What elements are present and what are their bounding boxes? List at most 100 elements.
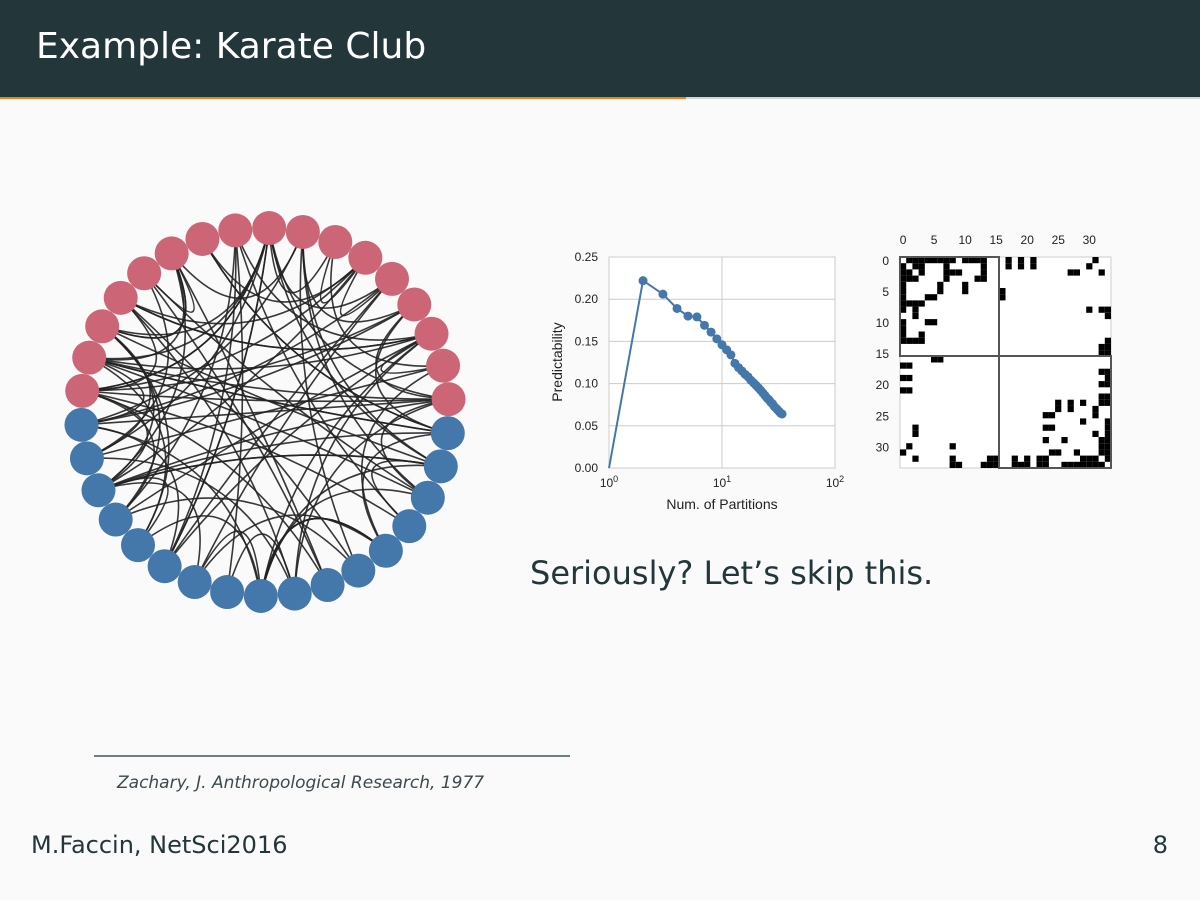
network-nodes — [64, 211, 466, 613]
matrix-cell — [1011, 461, 1018, 469]
matrix-cell — [1086, 263, 1093, 270]
footer-author: M.Faccin, NetSci2016 — [31, 831, 288, 859]
network-edge — [339, 257, 393, 317]
matrix-cell — [1080, 399, 1087, 406]
header-progress-bar — [0, 97, 686, 99]
network-edges — [81, 227, 449, 597]
network-edge — [143, 272, 429, 499]
network-edge — [89, 332, 432, 370]
matrix-x-tick-label: 20 — [1021, 233, 1035, 247]
matrix-cell — [1092, 430, 1099, 438]
chart-y-tick-label: 0.00 — [575, 461, 599, 475]
network-node-red — [127, 256, 162, 291]
matrix-cell — [1104, 343, 1112, 351]
matrix-cell — [1036, 455, 1043, 462]
matrix-cell — [980, 257, 987, 264]
slide-subtitle: Seriously? Let’s skip this. — [530, 554, 934, 592]
chart-y-tick-labels: 0.00 0.05 0.10 0.15 0.20 0.25 — [575, 250, 599, 475]
chart-point — [672, 303, 682, 313]
matrix-y-tick-label: 10 — [876, 316, 890, 330]
matrix-x-tick-label: 15 — [990, 233, 1004, 247]
chart-y-tick-label: 0.20 — [575, 292, 599, 306]
matrix-cell — [900, 275, 907, 282]
matrix-cell — [906, 300, 913, 307]
matrix-cell — [1098, 461, 1105, 469]
matrix-cell — [931, 356, 938, 363]
network-edge — [299, 231, 360, 571]
network-edge — [268, 227, 449, 400]
network-node-blue — [81, 473, 116, 508]
matrix-cell — [986, 461, 994, 469]
footnote-divider — [94, 755, 570, 757]
network-edge — [89, 356, 449, 400]
matrix-cell — [1055, 405, 1062, 413]
matrix-cell — [1092, 257, 1099, 264]
matrix-cell — [962, 288, 969, 295]
matrix-cell — [912, 300, 919, 307]
chart-y-tick-label: 0.15 — [575, 334, 599, 348]
matrix-cell — [974, 275, 981, 282]
matrix-cell — [912, 455, 919, 462]
network-node-red — [65, 373, 100, 408]
network-edge — [260, 517, 387, 597]
matrix-cell — [1104, 443, 1112, 450]
matrix-cell — [1098, 306, 1105, 313]
matrix-cell — [937, 257, 944, 264]
matrix-y-tick-label: 25 — [876, 409, 890, 423]
matrix-cell — [1104, 455, 1112, 462]
network-node-blue — [277, 576, 312, 611]
matrix-cell — [1067, 399, 1074, 406]
matrix-cell — [900, 281, 907, 289]
network-node-red — [348, 240, 383, 275]
chart-point — [726, 350, 736, 360]
network-edge — [193, 530, 262, 597]
matrix-cell — [918, 300, 925, 307]
network-edge — [360, 364, 444, 552]
matrix-cell — [1005, 263, 1012, 270]
matrix-cell — [900, 325, 907, 332]
matrix-cell — [1086, 455, 1093, 462]
matrix-y-tick-label: 30 — [876, 440, 890, 454]
network-node-blue — [98, 502, 133, 537]
matrix-y-tick-label: 20 — [876, 378, 890, 392]
network-edge — [137, 515, 262, 597]
matrix-cell — [1104, 374, 1112, 382]
matrix-cell — [943, 263, 950, 270]
matrix-cell — [943, 275, 950, 282]
chart-points — [638, 276, 787, 419]
matrix-cell — [1036, 461, 1043, 469]
network-node-blue — [341, 553, 376, 588]
matrix-cell — [949, 461, 956, 469]
network-node-red — [218, 213, 253, 248]
matrix-cell — [906, 337, 913, 344]
matrix-x-tick-label: 5 — [931, 233, 938, 247]
matrix-cell — [900, 362, 907, 369]
network-node-red — [85, 309, 120, 344]
matrix-x-tick-label: 10 — [958, 233, 972, 247]
matrix-cell — [1067, 269, 1074, 276]
matrix-cell — [900, 269, 907, 276]
network-edge — [319, 241, 367, 304]
network-edge — [98, 398, 449, 492]
matrix-y-tick-label: 5 — [882, 285, 889, 299]
matrix-cell — [912, 257, 919, 264]
network-edge — [380, 398, 449, 499]
network-node-blue — [410, 480, 445, 515]
matrix-cell — [962, 257, 969, 264]
matrix-cell — [918, 257, 925, 264]
matrix-cell — [1104, 312, 1112, 320]
matrix-cell — [980, 275, 987, 282]
matrix-cell — [1048, 412, 1056, 419]
matrix-cell — [1098, 350, 1105, 357]
matrix-y-tick-label: 0 — [882, 254, 889, 268]
network-node-red — [103, 280, 138, 315]
network-node-red — [72, 340, 107, 375]
matrix-cell — [1005, 257, 1012, 264]
matrix-cell — [1104, 306, 1112, 313]
network-edge — [89, 253, 185, 361]
matrix-cell — [900, 294, 907, 301]
matrix-cell — [912, 312, 919, 320]
